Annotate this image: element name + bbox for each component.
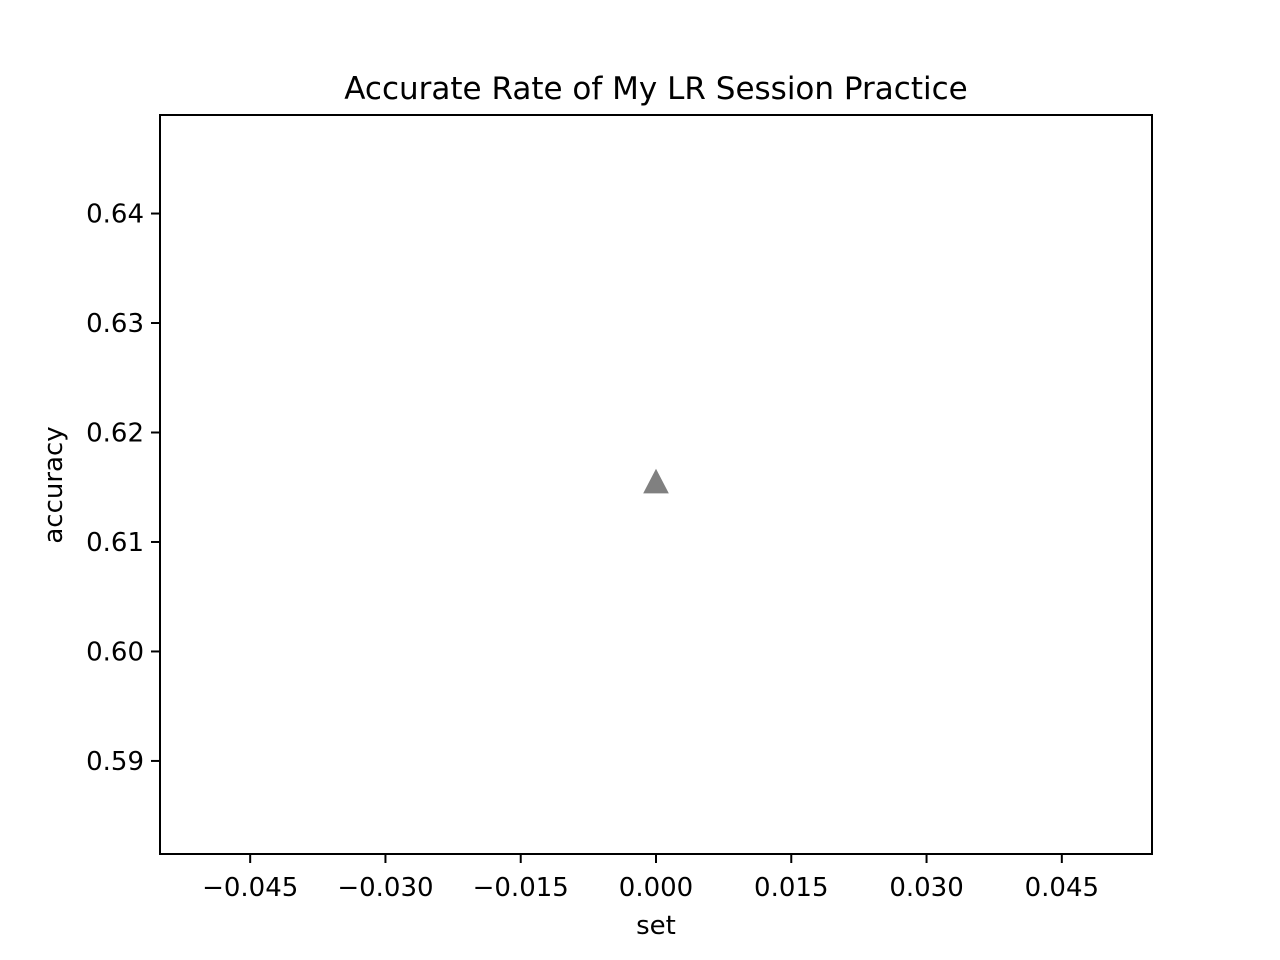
x-tick-label: 0.030 (889, 873, 963, 903)
data-point (643, 468, 669, 494)
y-tick-label: 0.60 (86, 637, 144, 667)
x-tick-label: −0.015 (473, 873, 569, 903)
y-tick-label: 0.59 (86, 747, 144, 777)
chart-title: Accurate Rate of My LR Session Practice (344, 71, 967, 107)
x-tick-label: −0.045 (202, 873, 298, 903)
x-tick-label: 0.000 (619, 873, 693, 903)
y-tick-label: 0.62 (86, 418, 144, 448)
y-tick-label: 0.61 (86, 528, 144, 558)
x-tick-label: 0.045 (1025, 873, 1099, 903)
y-axis-title: accuracy (39, 426, 69, 543)
y-tick-label: 0.64 (86, 200, 144, 230)
x-tick-label: −0.030 (337, 873, 433, 903)
y-axis: 0.59 0.60 0.61 0.62 0.63 0.64 (86, 200, 160, 777)
x-tick-label: 0.015 (754, 873, 828, 903)
y-tick-label: 0.63 (86, 309, 144, 339)
x-axis: −0.045 −0.030 −0.015 0.000 0.015 0.030 0.045 (202, 854, 1099, 903)
x-axis-title: set (636, 911, 676, 941)
plot-area (643, 468, 669, 494)
